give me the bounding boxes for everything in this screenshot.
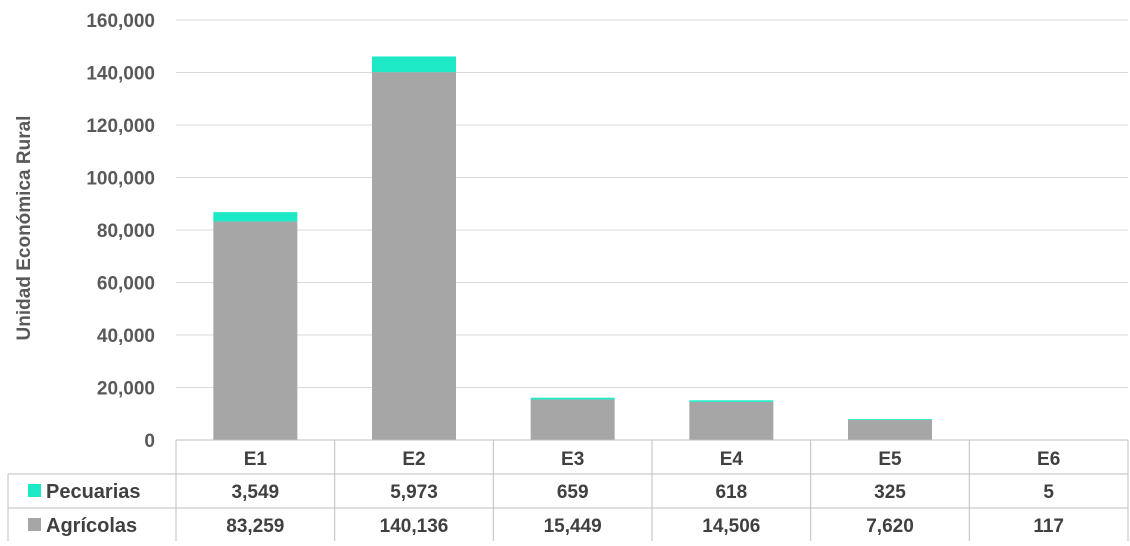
legend-label: Pecuarias (46, 481, 141, 503)
y-tick-label: 120,000 (86, 116, 155, 137)
y-tick-label: 60,000 (97, 274, 155, 295)
bar-pecuarias (531, 398, 615, 400)
data-label: 7,620 (866, 516, 914, 537)
bar-agr-colas (213, 221, 297, 440)
x-tick-label: E2 (402, 449, 425, 470)
y-tick-labels: 0 20,000 40,000 60,000 80,000 100,000 120,000 1… (86, 11, 155, 452)
data-table: E1 E2 E3 E4 E5 E6 Pecuarias 3,549 5,973 659 618 325… (8, 440, 1128, 541)
data-label: 5 (1043, 482, 1054, 503)
y-tick-label: 0 (144, 431, 155, 452)
y-tick-label: 100,000 (86, 169, 155, 190)
y-tick-label: 140,000 (86, 64, 155, 85)
legend-swatch (28, 518, 41, 531)
y-tick-label: 40,000 (97, 326, 155, 347)
bar-agr-colas (689, 402, 773, 440)
bars (213, 56, 1090, 440)
bar-agr-colas (372, 72, 456, 440)
bar-pecuarias (213, 212, 297, 221)
data-label: 325 (874, 482, 906, 503)
data-label: 3,549 (232, 482, 280, 503)
x-tick-label: E6 (1037, 449, 1060, 470)
bar-agr-colas (848, 420, 932, 440)
bar-pecuarias (689, 400, 773, 402)
gridlines (176, 20, 1128, 440)
data-label: 83,259 (226, 516, 284, 537)
data-label: 618 (715, 482, 747, 503)
data-label: 140,136 (380, 516, 449, 537)
data-label: 15,449 (544, 516, 602, 537)
data-label: 659 (557, 482, 589, 503)
data-label: 5,973 (390, 482, 438, 503)
x-tick-label: E5 (878, 449, 902, 470)
y-axis-label: Unidad Económica Rural (14, 116, 35, 341)
bar-agr-colas (531, 399, 615, 440)
y-tick-label: 160,000 (86, 11, 155, 32)
x-tick-label: E4 (720, 449, 744, 470)
bar-pecuarias (372, 56, 456, 72)
y-tick-label: 20,000 (97, 379, 155, 400)
legend-label: Agrícolas (46, 515, 137, 537)
legend-swatch (28, 484, 41, 497)
data-label: 117 (1033, 516, 1064, 537)
y-tick-label: 80,000 (97, 221, 155, 242)
x-tick-label: E1 (244, 449, 268, 470)
bar-pecuarias (848, 419, 932, 420)
x-tick-label: E3 (561, 449, 584, 470)
data-label: 14,506 (702, 516, 760, 537)
